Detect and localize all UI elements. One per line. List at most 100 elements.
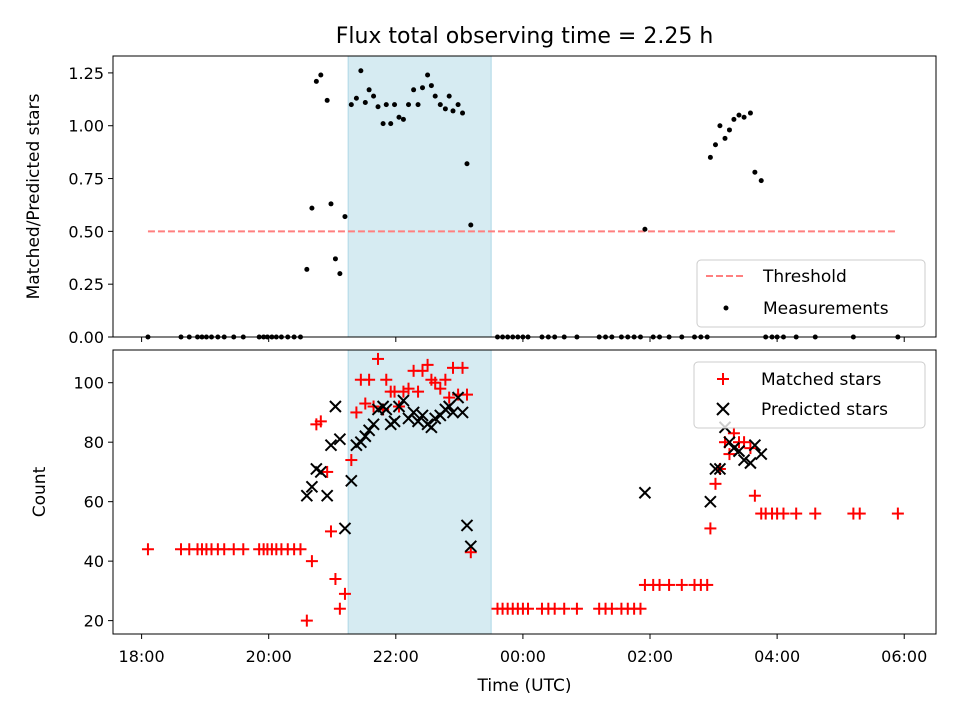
predicted-star-point (333, 433, 347, 446)
predicted-star-point (446, 406, 460, 419)
y-tick-label: 1.00 (68, 117, 104, 136)
legend-predicted-swatch (716, 402, 730, 416)
matched-star-point (521, 602, 534, 615)
measurement-point (337, 271, 343, 277)
measurement-point (371, 93, 377, 99)
matched-star-point (338, 587, 351, 600)
y-tick-label: 40 (84, 552, 104, 571)
measurement-point (313, 78, 319, 84)
matched-star-point (704, 522, 717, 535)
measurement-point (332, 256, 338, 262)
measurement-point (328, 201, 334, 207)
matched-star-point (809, 507, 822, 520)
predicted-star-point (354, 435, 368, 449)
top-shaded-span (347, 55, 492, 338)
top-plot-panel: 0.00 0.25 0.50 0.75 1.00 1.25 Flux total obse… (24, 24, 937, 347)
y-tick-label: 1.25 (68, 64, 104, 83)
matched-star-point (439, 373, 452, 386)
predicted-star-point (407, 406, 420, 419)
measurement-point (304, 266, 310, 272)
predicted-star-point (392, 400, 406, 413)
predicted-star-point (732, 444, 746, 458)
measurement-point (758, 178, 764, 184)
measurement-point (752, 169, 758, 175)
matched-star-point (429, 376, 442, 389)
predicted-star-point (748, 438, 762, 452)
matched-star-point (372, 352, 385, 365)
measurement-point (450, 108, 456, 114)
measurement-point (747, 110, 753, 116)
matched-star-point (853, 507, 866, 520)
predicted-star-point (709, 462, 722, 476)
measurement-point (362, 99, 368, 105)
measurement-point (309, 205, 315, 211)
matched-star-point (237, 543, 250, 556)
predicted-star-point (704, 495, 717, 508)
legend-measurement-label: Measurements (763, 299, 889, 319)
measurement-point (460, 110, 466, 116)
top-legend-box (696, 259, 926, 328)
measurement-point (437, 102, 443, 108)
measurement-point (736, 112, 742, 118)
matched-star-point (777, 507, 790, 520)
matched-star-point (790, 507, 803, 520)
x-tick-label: 20:00 (246, 647, 292, 666)
measurement-point (419, 85, 425, 91)
measurement-point (726, 127, 732, 133)
measurement-point (731, 116, 737, 122)
measurement-point (442, 106, 448, 112)
matched-star-point (397, 385, 410, 398)
matched-star-point (329, 572, 342, 585)
measurement-point (406, 102, 412, 108)
y-tick-label: 100 (73, 374, 104, 393)
legend-matched-label: Matched stars (761, 370, 881, 390)
matched-star-point (321, 465, 334, 478)
predicted-star-point (451, 391, 465, 404)
y-tick-label: 0.00 (68, 328, 104, 347)
top-y-ticks: 0.00 0.25 0.50 0.75 1.00 1.25 (68, 64, 113, 347)
predicted-star-point (416, 409, 429, 422)
matched-star-point (891, 507, 904, 520)
measurement-point (358, 68, 364, 74)
measurement-point (707, 154, 713, 160)
matched-star-point (570, 602, 583, 615)
bottom-y-axis-label: Count (30, 466, 50, 517)
x-tick-label: 04:00 (754, 647, 800, 666)
predicted-star-point (460, 519, 474, 532)
measurement-point (722, 135, 728, 141)
x-tick-label: 00:00 (500, 647, 546, 666)
matched-star-point (748, 489, 761, 502)
y-tick-label: 0.75 (68, 170, 104, 189)
matched-star-point (412, 385, 425, 398)
predicted-star-point (388, 415, 401, 428)
predicted-star-point (713, 462, 727, 476)
predicted-star-point (367, 418, 380, 431)
bottom-axes-frame (112, 349, 937, 635)
matched-star-point (421, 358, 434, 371)
measurement-point (446, 93, 452, 99)
matched-star-point (350, 406, 363, 419)
matched-star-point (363, 373, 376, 386)
matched-star-point (333, 602, 346, 615)
measurement-point (464, 161, 470, 167)
matched-star-point (443, 391, 456, 404)
measurement-point (366, 87, 372, 93)
predicted-star-point (380, 403, 393, 416)
measurement-point (383, 102, 389, 108)
measurement-point (411, 87, 417, 93)
measurement-point (415, 102, 421, 108)
top-legend: Threshold Measurements (696, 259, 926, 328)
predicted-star-point (320, 489, 334, 502)
matched-star-point (305, 555, 318, 568)
bottom-legend: Matched stars Predicted stars (693, 361, 926, 429)
predicted-star-point (723, 435, 736, 449)
top-chart-title: Flux total observing time = 2.25 h (336, 24, 714, 49)
measurement-point (741, 114, 747, 120)
measurement-point (342, 214, 348, 220)
predicted-star-point (314, 465, 328, 479)
measurement-point (318, 72, 324, 78)
matched-star-point (663, 578, 676, 591)
measurement-point (375, 104, 381, 110)
matched-star-point (416, 364, 429, 377)
